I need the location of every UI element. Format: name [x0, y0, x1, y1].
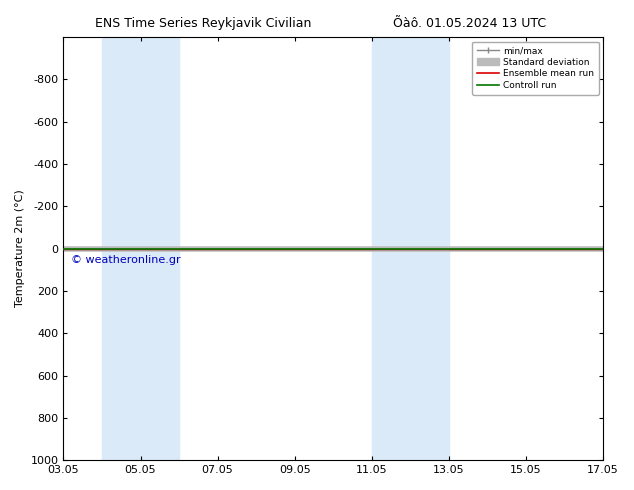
Bar [102, 37, 179, 460]
Text: Õàô. 01.05.2024 13 UTC: Õàô. 01.05.2024 13 UTC [392, 17, 546, 30]
Bar [372, 37, 449, 460]
Text: ENS Time Series Reykjavik Civilian: ENS Time Series Reykjavik Civilian [94, 17, 311, 30]
Legend: min/max, Standard deviation, Ensemble mean run, Controll run: min/max, Standard deviation, Ensemble me… [472, 42, 598, 95]
Y-axis label: Temperature 2m (°C): Temperature 2m (°C) [15, 190, 25, 307]
Text: © weatheronline.gr: © weatheronline.gr [71, 255, 181, 265]
